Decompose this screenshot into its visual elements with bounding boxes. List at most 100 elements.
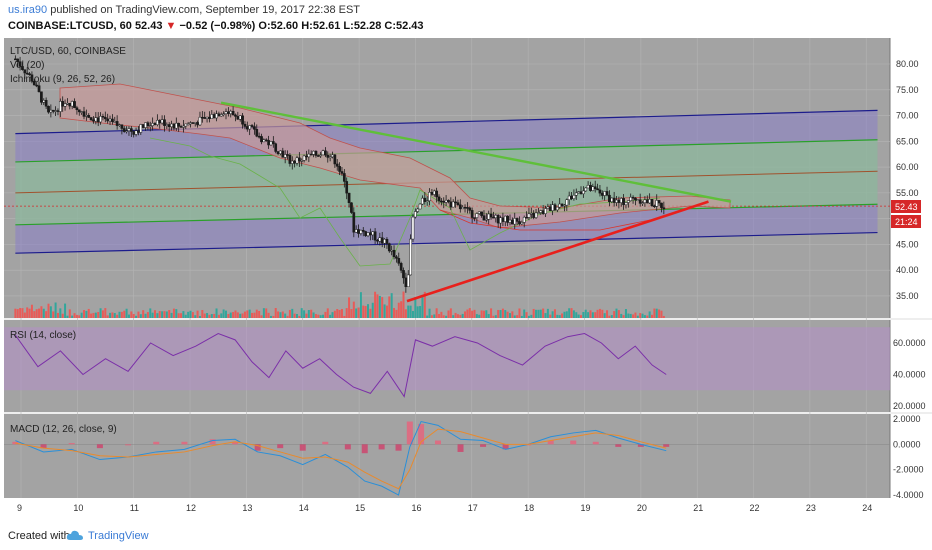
price-tick-label: 80.00	[896, 59, 919, 69]
volume-bar	[61, 313, 64, 318]
candle-body	[470, 210, 474, 218]
volume-bar	[113, 313, 116, 318]
candle-body	[61, 101, 65, 107]
volume-bar	[551, 311, 554, 318]
volume-bar	[298, 315, 301, 318]
volume-bar	[542, 308, 545, 318]
candle-body	[461, 206, 465, 210]
volume-bar	[189, 310, 192, 318]
candle-body	[390, 249, 394, 252]
candle-body	[555, 206, 559, 211]
volume-bar	[440, 311, 443, 318]
volume-bar	[570, 308, 573, 318]
candle-body	[406, 274, 410, 288]
candle-body	[129, 128, 133, 132]
low-label: L:	[343, 20, 354, 32]
volume-bar	[355, 308, 358, 318]
candle-body	[466, 207, 469, 209]
candle-body	[600, 192, 604, 196]
candle-body	[125, 130, 128, 133]
candle-body	[660, 202, 663, 208]
macd-histogram-bar	[406, 421, 413, 445]
candle-body	[82, 111, 86, 117]
rsi-indicator	[4, 327, 890, 398]
candle-body	[503, 215, 507, 222]
rsi-band	[4, 327, 890, 391]
candle-body	[35, 84, 39, 87]
volume-bar	[378, 295, 381, 318]
volume-bar	[516, 315, 519, 318]
macd-histogram-bar	[361, 444, 368, 454]
macd-label: MACD (12, 26, close, 9)	[10, 424, 117, 435]
time-axis[interactable]	[4, 498, 890, 522]
volume-bar	[511, 311, 514, 318]
volume-bar	[215, 308, 218, 318]
volume-bar	[180, 313, 183, 318]
chart-canvas[interactable]: 35.0040.0045.0050.0055.0060.0065.0070.00…	[0, 38, 932, 522]
macd-histogram-bar	[434, 440, 441, 445]
volume-bar	[385, 305, 388, 318]
volume-bar	[248, 309, 251, 318]
author-link[interactable]: us.ira90	[8, 4, 48, 16]
candle-body	[551, 204, 554, 211]
volume-bar	[518, 308, 521, 318]
candle-body	[99, 116, 102, 123]
candle-body	[302, 155, 306, 161]
trendline-red[interactable]	[406, 200, 709, 303]
candle-body	[437, 196, 441, 202]
candle-body	[54, 110, 57, 112]
volume-bar	[620, 313, 623, 318]
candle-body	[492, 216, 495, 219]
volume-bar	[97, 312, 100, 318]
candle-body	[645, 199, 649, 204]
macd-histogram-bar	[395, 444, 402, 451]
candle-body	[357, 229, 360, 234]
price-axis[interactable]	[890, 38, 932, 498]
price-tick-label: 55.00	[896, 188, 919, 198]
macd-histogram-bar	[181, 441, 188, 445]
volume-bar	[49, 306, 52, 318]
candle-body	[94, 117, 98, 122]
volume-bar	[345, 308, 348, 318]
candle-body	[496, 214, 500, 224]
candle-body	[582, 190, 585, 195]
candle-body	[186, 123, 190, 126]
candle-body	[139, 124, 143, 133]
volume-bar	[329, 314, 332, 318]
candle-body	[215, 113, 218, 119]
ichimoku-cloud	[59, 83, 731, 267]
macd-histogram-bar	[299, 444, 306, 451]
candle-body	[468, 207, 472, 211]
volume-bar	[42, 308, 45, 318]
candle-body	[113, 121, 117, 123]
channel-green-upper	[15, 139, 878, 163]
volume-bar	[14, 308, 17, 318]
volume-bar	[428, 308, 431, 318]
volume-bar	[47, 303, 50, 318]
channel-green-lower	[15, 203, 878, 226]
volume-bar	[549, 314, 552, 318]
macd-line	[15, 420, 667, 496]
candle-body	[610, 197, 614, 202]
volume-bar	[66, 315, 69, 318]
candle-body	[63, 103, 67, 107]
candle-body	[416, 208, 420, 212]
volume-bar	[556, 314, 559, 318]
candle-body	[418, 203, 422, 210]
candle-body	[144, 122, 147, 128]
candle-body	[402, 270, 405, 279]
volume-bar	[653, 308, 656, 318]
macd-histogram-bar	[592, 441, 599, 445]
trendline-green[interactable]	[220, 101, 732, 203]
candle-body	[260, 136, 263, 143]
time-tick-label: 13	[242, 503, 252, 513]
candle-body	[624, 202, 628, 206]
candle-body	[267, 140, 270, 146]
candle-body	[279, 150, 282, 154]
candle-body	[151, 123, 154, 126]
timer-badge-text: 21:24	[895, 217, 918, 227]
volume-bar	[64, 303, 67, 318]
tradingview-brand-link[interactable]: TradingView	[88, 530, 149, 542]
volume-bar	[530, 314, 533, 318]
macd-pane[interactable]	[4, 414, 890, 498]
